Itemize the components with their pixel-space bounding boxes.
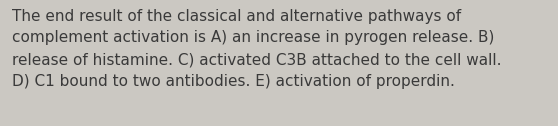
Text: The end result of the classical and alternative pathways of
complement activatio: The end result of the classical and alte… — [12, 9, 502, 89]
